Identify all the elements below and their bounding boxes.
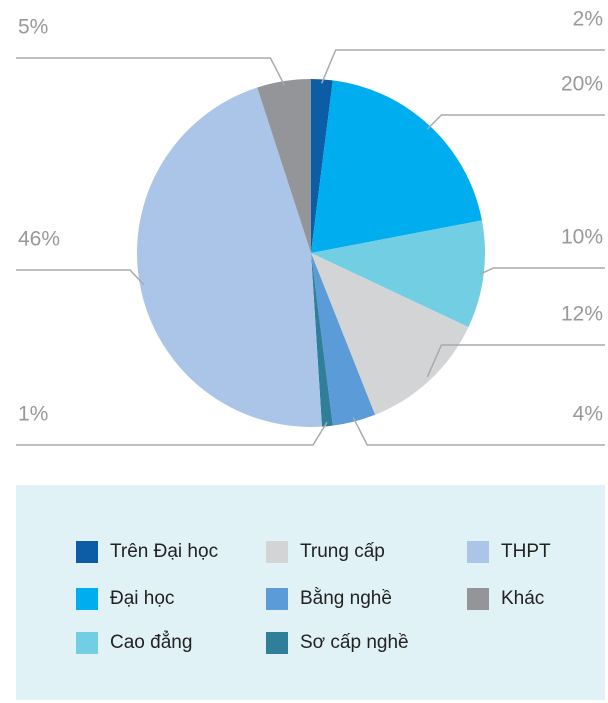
legend-label: Cao đẳng xyxy=(110,631,192,653)
value-label: 12% xyxy=(561,303,603,326)
value-label: 20% xyxy=(561,73,603,96)
pie-slice xyxy=(311,220,485,328)
legend-label: Sơ cấp nghề xyxy=(300,632,409,653)
pie-slice xyxy=(136,87,322,427)
value-label: 46% xyxy=(18,228,60,251)
leader-line xyxy=(479,267,605,275)
legend-swatch xyxy=(76,632,98,654)
legend-swatch xyxy=(76,588,98,610)
leader-line xyxy=(426,114,605,130)
leader-line xyxy=(352,417,605,446)
legend-swatch xyxy=(467,541,489,563)
legend-swatch xyxy=(266,632,288,654)
legend-swatch xyxy=(76,541,98,563)
pie-slice xyxy=(311,79,333,253)
pie-slice xyxy=(311,253,376,426)
value-label: 10% xyxy=(561,226,603,249)
legend-swatch xyxy=(467,588,489,610)
leader-line xyxy=(426,344,605,378)
legend-swatch xyxy=(266,588,288,610)
value-label: 4% xyxy=(573,403,603,426)
leader-line xyxy=(16,269,145,286)
legend-label: Trên Đại học xyxy=(110,541,218,562)
value-label: 5% xyxy=(18,16,48,39)
legend-label: Đại học xyxy=(110,588,174,609)
leader-line xyxy=(16,57,286,86)
leader-line xyxy=(16,421,328,446)
legend-box xyxy=(16,485,605,700)
value-label: 2% xyxy=(573,8,603,31)
pie-slice xyxy=(257,79,311,253)
pie-slice xyxy=(311,253,333,427)
legend-label: Trung cấp xyxy=(300,541,385,562)
legend-label: Khác xyxy=(501,588,544,609)
leader-line xyxy=(320,49,605,84)
legend-label: Bằng nghề xyxy=(300,587,392,609)
legend-swatch xyxy=(266,541,288,563)
pie-slice xyxy=(311,80,482,253)
legend-label: THPT xyxy=(501,541,551,562)
value-label: 1% xyxy=(18,403,48,426)
